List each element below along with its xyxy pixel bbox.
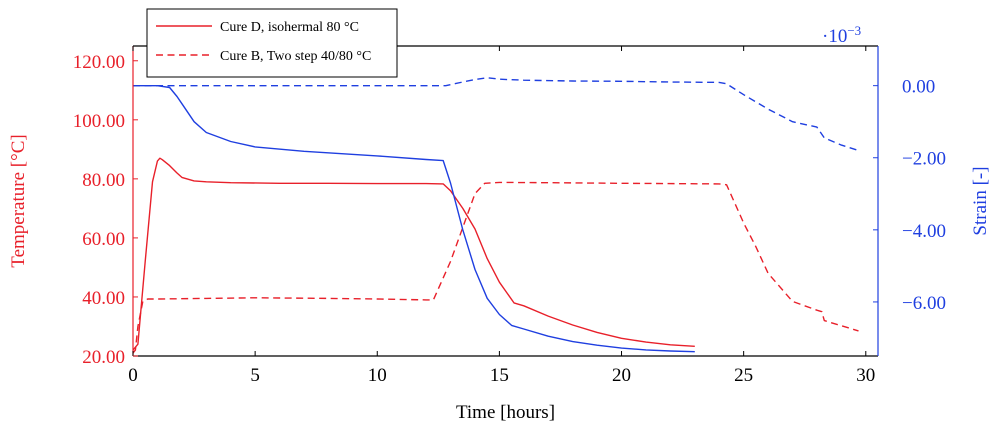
y-left-tick-label: 100.00 xyxy=(73,111,125,132)
y-left-tick-label: 20.00 xyxy=(82,347,125,368)
multiplier-base: ·10 xyxy=(822,26,847,47)
x-tick-label: 0 xyxy=(128,365,138,386)
y-right-tick-label: −2.00 xyxy=(902,149,946,170)
legend-label-cure-b: Cure B, Two step 40/80 °C xyxy=(220,49,371,64)
series-line-2 xyxy=(133,84,695,353)
y-left-tick-label: 80.00 xyxy=(82,170,125,191)
x-axis-title: Time [hours] xyxy=(456,402,555,423)
series-line-1 xyxy=(132,181,859,354)
y-right-tick-label: −6.00 xyxy=(902,293,946,314)
x-tick-label: 30 xyxy=(856,365,875,386)
x-tick-label: 5 xyxy=(250,365,260,386)
multiplier-exponent: −3 xyxy=(847,23,861,38)
y-right-tick-label: −4.00 xyxy=(902,221,946,242)
plot-frame xyxy=(133,46,878,356)
series-line-0 xyxy=(132,157,695,351)
y-left-tick-label: 40.00 xyxy=(82,288,125,309)
series-line-3 xyxy=(133,76,859,152)
y-left-tick-label: 60.00 xyxy=(82,229,125,250)
y-left-axis-title: Temperature [°C] xyxy=(8,134,29,267)
y-right-axis-title: Strain [-] xyxy=(970,166,991,235)
legend: Cure D, isohermal 80 °C Cure B, Two step… xyxy=(146,8,398,78)
x-tick-label: 20 xyxy=(612,365,631,386)
x-tick-label: 25 xyxy=(734,365,753,386)
y-left-tick-label: 120.00 xyxy=(73,52,125,73)
x-tick-label: 15 xyxy=(490,365,509,386)
x-tick-label: 10 xyxy=(368,365,387,386)
y-right-tick-label: 0.00 xyxy=(902,77,935,98)
right-axis-multiplier: ·10−3 xyxy=(822,23,861,48)
legend-label-cure-d: Cure D, isohermal 80 °C xyxy=(220,20,359,35)
legend-box xyxy=(146,8,398,78)
